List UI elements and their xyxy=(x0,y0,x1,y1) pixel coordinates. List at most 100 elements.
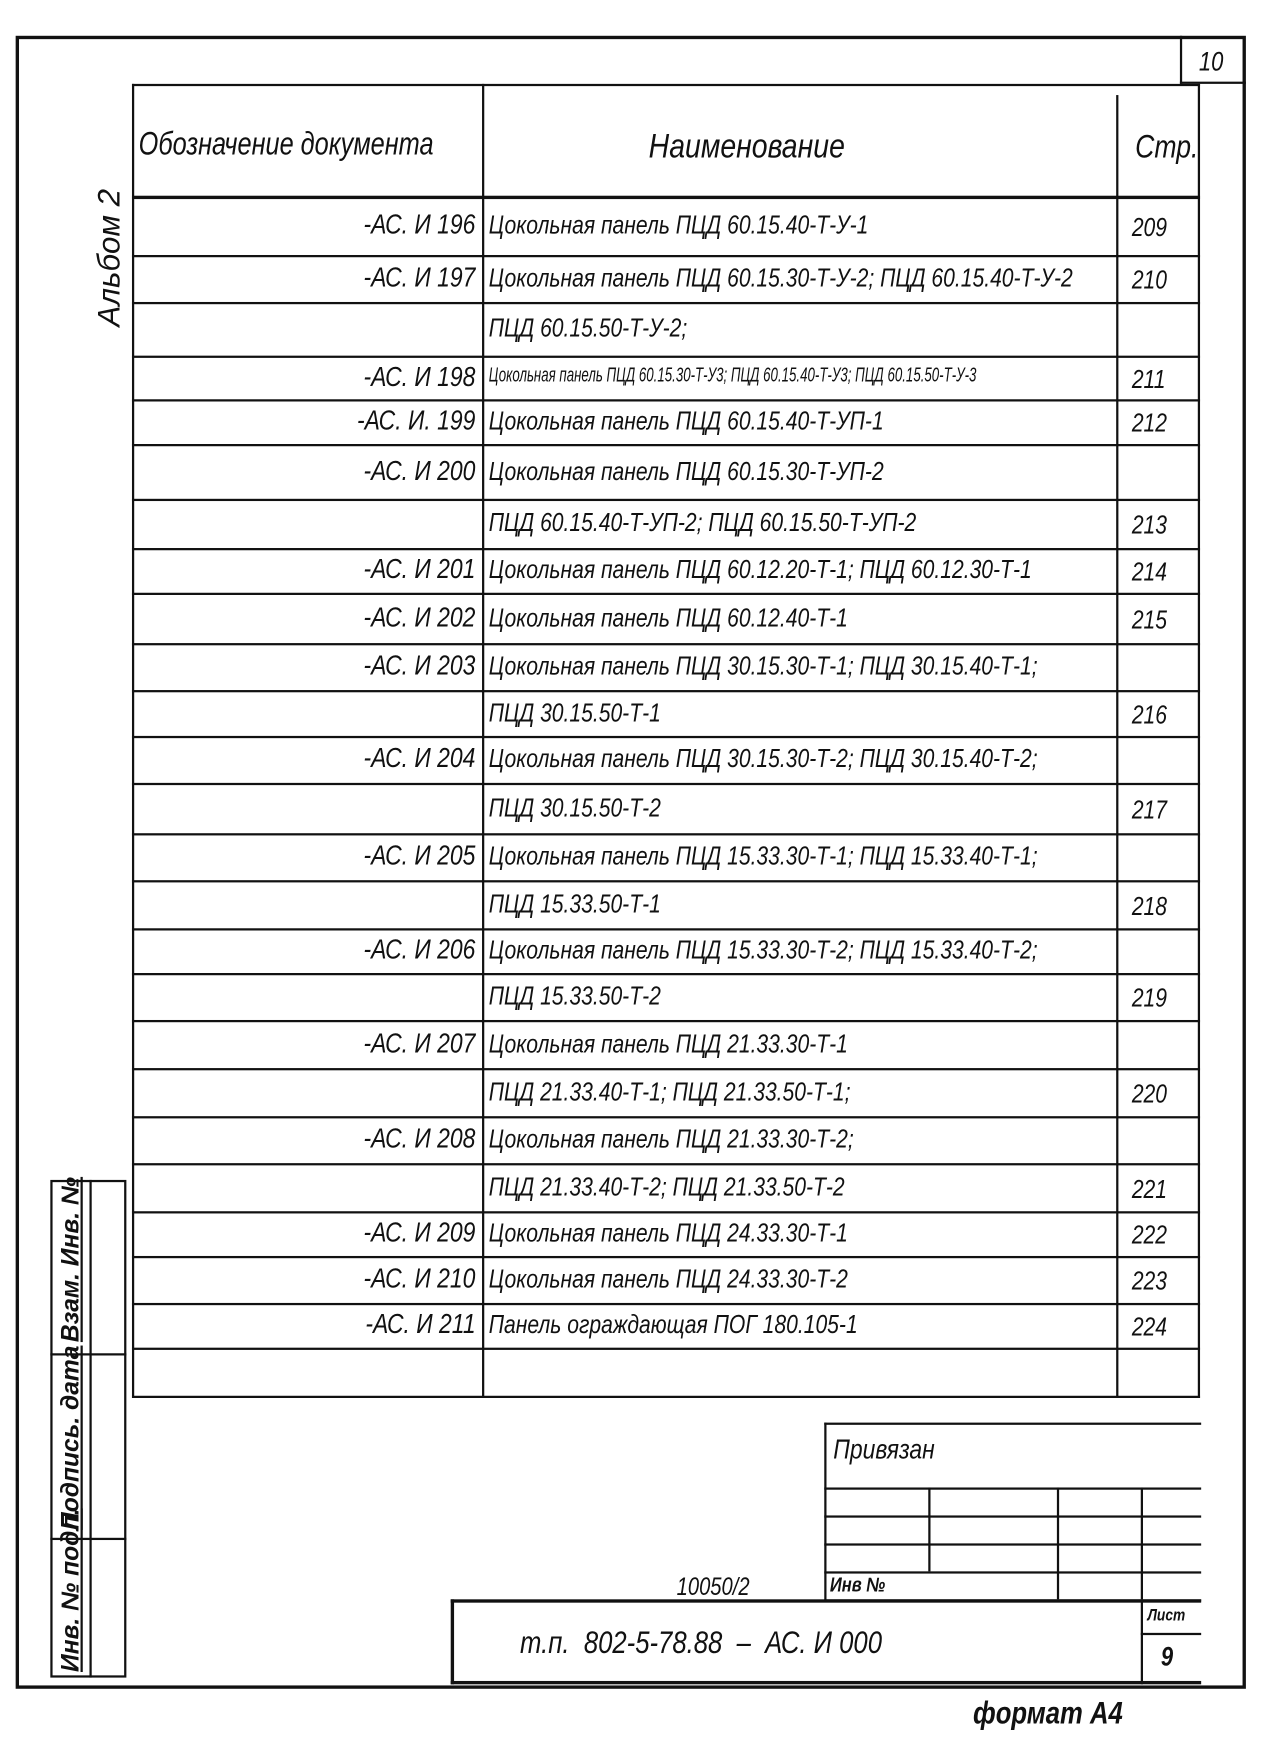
archive-number: 10050/2 xyxy=(676,1572,750,1601)
row-divider xyxy=(131,1255,1201,1259)
row-name: ПЦД 30.15.50-Т-1 xyxy=(488,697,661,727)
row-page: 215 xyxy=(1131,604,1168,634)
row-name: ПЦД 21.33.40-Т-1; ПЦД 21.33.50-Т-1; xyxy=(488,1076,851,1106)
row-code: -АС. И 203 xyxy=(363,649,476,682)
row-divider xyxy=(131,498,1201,502)
column-divider xyxy=(482,83,485,1398)
row-divider xyxy=(131,833,1201,836)
row-page: 212 xyxy=(1131,408,1168,438)
row-page: 222 xyxy=(1131,1220,1168,1250)
side-stamp-divider xyxy=(50,1537,127,1541)
row-code: -АС. И 210 xyxy=(363,1262,476,1294)
row-name: Цокольная панель ПЦД 60.12.40-Т-1 xyxy=(488,602,848,632)
grid-line xyxy=(824,1487,1202,1490)
row-page: 217 xyxy=(1131,794,1168,824)
row-page: 213 xyxy=(1131,509,1168,540)
row-code: -АС. И 205 xyxy=(363,839,476,872)
row-code: -АС. И 197 xyxy=(363,261,476,294)
side-stamp-inv-orig: Инв. № подл. xyxy=(55,1508,84,1673)
row-name: ПЦД 60.15.50-Т-У-2; xyxy=(488,313,688,343)
row-divider xyxy=(131,1163,1201,1166)
row-divider xyxy=(131,928,1201,931)
row-name: ПЦД 60.15.40-Т-УП-2; ПЦД 60.15.50-Т-УП-2 xyxy=(488,507,917,537)
row-page: 223 xyxy=(1131,1266,1168,1296)
grid-line xyxy=(824,1543,1202,1546)
header-designation: Обозначение документа xyxy=(138,126,434,163)
row-divider xyxy=(131,254,1201,258)
row-divider xyxy=(131,548,1201,551)
row-name: Цокольная панель ПЦД 60.15.30-Т-У3; ПЦД … xyxy=(488,362,977,386)
row-code: -АС. И 208 xyxy=(363,1122,476,1155)
row-name: Цокольная панель ПЦД 21.33.30-Т-2; xyxy=(488,1123,854,1154)
row-divider xyxy=(131,1302,1201,1306)
row-divider xyxy=(131,399,1201,402)
row-name: ПЦД 30.15.50-Т-2 xyxy=(488,792,661,822)
row-code: -АС. И 201 xyxy=(363,553,476,585)
grid-line xyxy=(824,1515,1202,1518)
sheet-number-box xyxy=(1179,35,1246,84)
row-page: 224 xyxy=(1131,1311,1168,1341)
row-divider xyxy=(131,592,1201,595)
row-name: ПЦД 15.33.50-Т-1 xyxy=(488,888,661,918)
row-name: Цокольная панель ПЦД 60.15.40-Т-У-1 xyxy=(488,209,869,239)
row-name: Цокольная панель ПЦД 30.15.30-Т-2; ПЦД 3… xyxy=(488,743,1038,773)
row-name: Цокольная панель ПЦД 60.15.40-Т-УП-1 xyxy=(488,405,884,436)
row-divider xyxy=(131,643,1201,646)
contents-table xyxy=(131,83,1201,1398)
row-code: -АС. И. 199 xyxy=(356,404,476,437)
row-code: -АС. И 204 xyxy=(363,742,476,774)
row-name: ПЦД 15.33.50-Т-2 xyxy=(488,980,661,1010)
grid-line xyxy=(1140,1632,1202,1636)
row-divider xyxy=(131,301,1201,305)
side-stamp-replaces: Взам. Инв. № xyxy=(55,1176,84,1343)
row-name: Цокольная панель ПЦД 60.15.30-Т-У-2; ПЦД… xyxy=(488,262,1073,292)
row-name: Цокольная панель ПЦД 60.15.30-Т-УП-2 xyxy=(488,455,884,485)
header-page: Стр. xyxy=(1135,129,1199,166)
album-label: Альбом 2 xyxy=(91,188,127,327)
row-page: 210 xyxy=(1131,265,1168,295)
column-divider xyxy=(1116,95,1119,1399)
row-code: -АС. И 200 xyxy=(363,454,476,486)
row-page: 209 xyxy=(1131,211,1168,242)
row-name: Цокольная панель ПЦД 24.33.30-Т-1 xyxy=(488,1217,848,1248)
inv-no-label: Инв № xyxy=(829,1573,886,1596)
grid-line xyxy=(1056,1487,1060,1600)
grid-line xyxy=(928,1487,931,1572)
row-page: 219 xyxy=(1131,983,1168,1013)
header-name: Наименование xyxy=(648,126,845,166)
row-name: Цокольная панель ПЦД 24.33.30-Т-2 xyxy=(488,1263,848,1293)
row-divider xyxy=(131,690,1201,693)
outer-frame xyxy=(15,35,1246,1689)
header-divider xyxy=(131,195,1201,200)
row-name: Цокольная панель ПЦД 60.12.20-Т-1; ПЦД 6… xyxy=(488,554,1032,584)
row-name: Цокольная панель ПЦД 15.33.30-Т-2; ПЦД 1… xyxy=(488,934,1038,965)
sheet-value: 9 xyxy=(1160,1641,1174,1673)
row-divider xyxy=(131,782,1201,786)
row-code: -АС. И 198 xyxy=(363,360,476,392)
row-divider xyxy=(131,444,1201,447)
row-name: ПЦД 21.33.40-Т-2; ПЦД 21.33.50-Т-2 xyxy=(488,1171,845,1201)
row-divider xyxy=(131,1068,1201,1071)
row-name: Цокольная панель ПЦД 21.33.30-Т-1 xyxy=(488,1028,848,1058)
row-divider xyxy=(131,355,1201,358)
side-stamp-divider xyxy=(50,1353,127,1356)
row-code: -АС. И 202 xyxy=(363,601,476,633)
row-divider xyxy=(131,1395,1201,1398)
grid-line xyxy=(1140,1599,1144,1685)
side-stamp xyxy=(50,1179,127,1678)
grid-line xyxy=(824,1571,1202,1574)
row-divider xyxy=(131,1347,1201,1350)
main-stamp xyxy=(450,1599,1202,1685)
row-divider xyxy=(131,973,1201,976)
sheet-number: 10 xyxy=(1198,46,1224,78)
row-page: 220 xyxy=(1131,1078,1168,1108)
row-code: -АС. И 207 xyxy=(363,1027,476,1059)
document-designation: т.п. 802-5-78.88 – АС. И 000 xyxy=(520,1625,882,1660)
row-code: -АС. И 211 xyxy=(365,1308,476,1340)
row-divider xyxy=(131,1116,1201,1119)
row-code: -АС. И 209 xyxy=(363,1216,476,1249)
row-page: 211 xyxy=(1131,364,1166,394)
row-page: 221 xyxy=(1131,1173,1168,1203)
row-name: Панель ограждающая ПОГ 180.105-1 xyxy=(488,1309,858,1339)
